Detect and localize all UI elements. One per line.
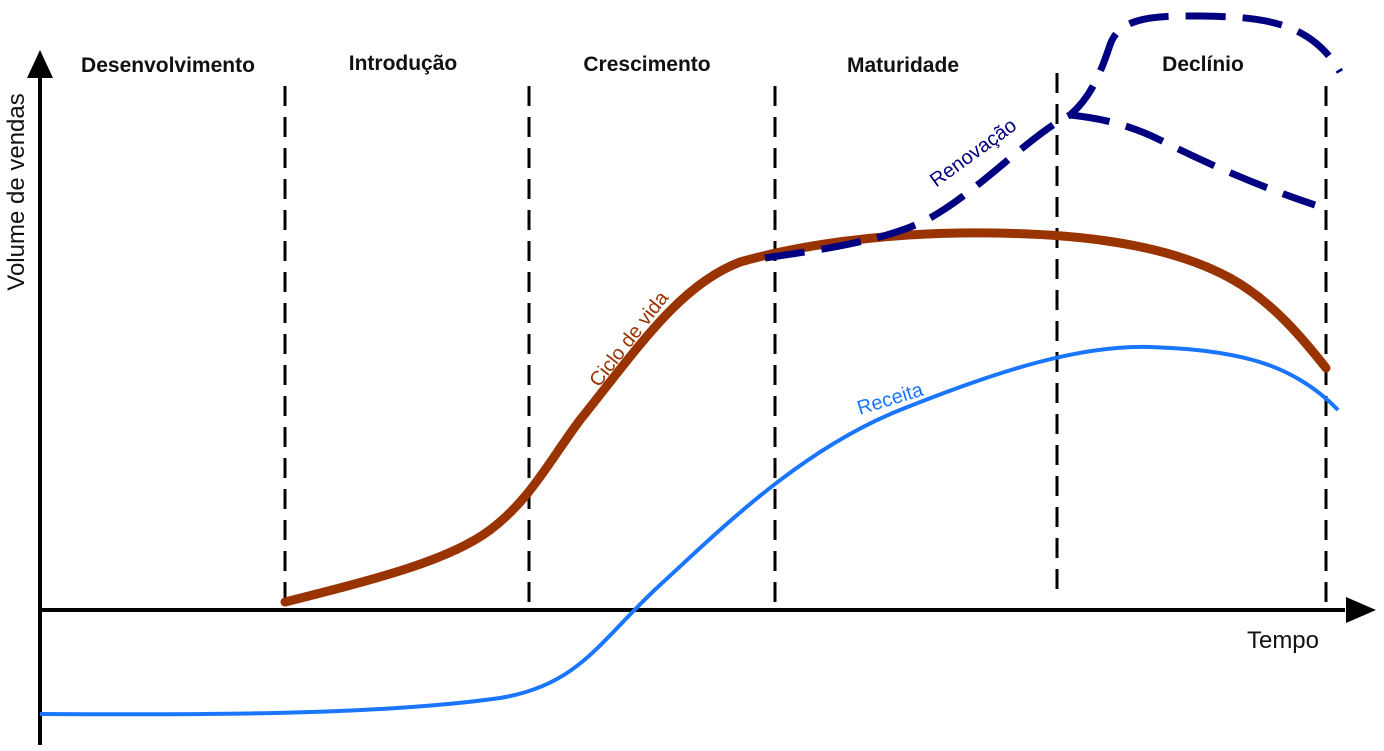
renewal-curve-upper (764, 12, 1344, 262)
stage-label-maturity: Maturidade (847, 54, 959, 77)
stage-label-development: Desenvolvimento (81, 54, 255, 77)
renewal-curve-lower (1069, 111, 1317, 209)
stage-dividers (283, 73, 1328, 610)
renewal-curves (764, 12, 1344, 262)
renewal-curve-label: Renovação (926, 115, 1021, 192)
y-axis-label: Volume de vendas (3, 93, 30, 290)
axes (27, 50, 1376, 745)
stage-label-decline: Declínio (1162, 53, 1244, 76)
stage-label-introduction: Introdução (349, 52, 458, 75)
y-axis-arrow (27, 50, 53, 78)
life-cycle-curve (280, 228, 1331, 607)
x-axis-label: Tempo (1247, 627, 1319, 654)
revenue-curve (39, 344, 1340, 717)
x-axis-arrow (1346, 597, 1376, 623)
life-cycle-curve-label: Ciclo de vida (585, 287, 673, 391)
stage-label-growth: Crescimento (583, 53, 710, 76)
